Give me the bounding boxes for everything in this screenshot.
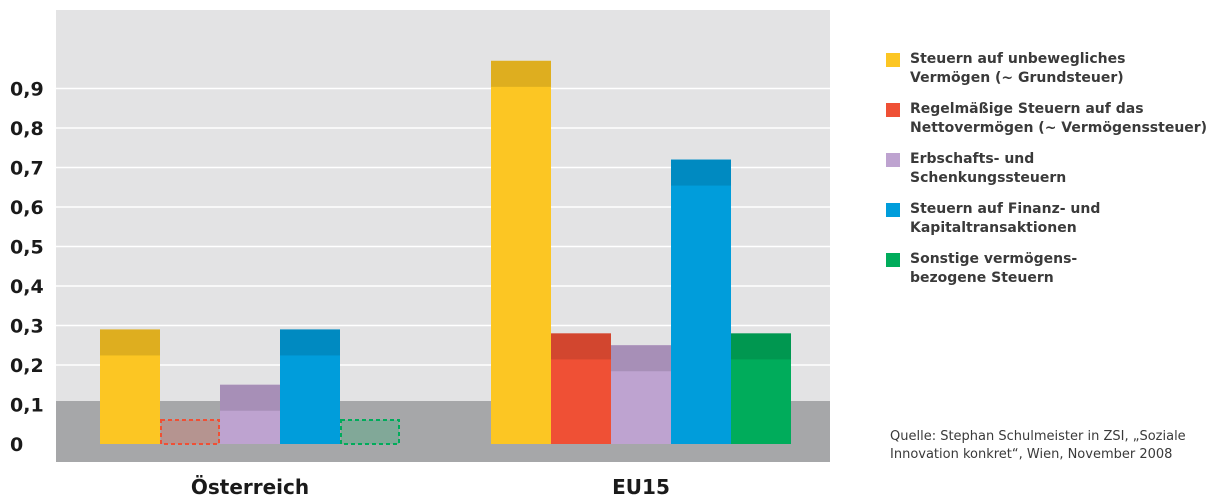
legend-label: Schenkungssteuern [910, 170, 1067, 186]
legend-item-vermoegenssteuer: Regelmäßige Steuern auf das Nettovermöge… [886, 100, 1226, 138]
bar-cap [611, 345, 671, 372]
source-note: Quelle: Stephan Schulmeister in ZSI, „So… [890, 428, 1186, 464]
legend-swatch [886, 203, 900, 217]
y-tick-label: 0,7 [10, 158, 44, 180]
legend-swatch [886, 153, 900, 167]
bar-chart: 0 0,1 0,2 0,3 0,4 0,5 0,6 0,7 0,8 0,9 Österreich E… [10, 10, 830, 499]
legend-label: Regelmäßige Steuern auf das [910, 101, 1144, 117]
bar-cap [491, 60, 551, 87]
bar-cap [731, 333, 791, 360]
legend-label: Steuern auf unbewegliches [910, 51, 1126, 67]
legend-item-finanztransaktionen: Steuern auf Finanz- und Kapitaltransakti… [886, 200, 1226, 238]
legend-swatch [886, 253, 900, 267]
legend-swatch [886, 53, 900, 67]
legend: Steuern auf unbewegliches Vermögen (~ Gr… [886, 50, 1226, 300]
x-category-label: EU15 [612, 475, 670, 499]
bar-cap [280, 329, 340, 356]
bar [671, 159, 731, 444]
bar-cap [100, 329, 160, 356]
bar-cap [671, 159, 731, 186]
bar-empty [340, 419, 400, 445]
legend-label: Kapitaltransaktionen [910, 220, 1077, 236]
legend-item-erbschaftssteuern: Erbschafts- und Schenkungssteuern [886, 150, 1226, 188]
y-tick-label: 0,9 [10, 79, 44, 101]
y-tick-label: 0,2 [10, 355, 44, 377]
bar-empty [160, 419, 220, 445]
x-category-label: Österreich [191, 475, 309, 499]
y-tick-label: 0,1 [10, 395, 44, 417]
bar-cap [551, 333, 611, 360]
legend-label: Vermögen (~ Grundsteuer) [910, 70, 1124, 86]
legend-swatch [886, 103, 900, 117]
bars [100, 60, 791, 445]
legend-label: bezogene Steuern [910, 270, 1054, 286]
legend-item-sonstige: Sonstige vermögens- bezogene Steuern [886, 250, 1226, 288]
y-tick-label: 0,6 [10, 197, 44, 219]
source-line: Quelle: Stephan Schulmeister in ZSI, „So… [890, 429, 1186, 444]
y-tick-label: 0,8 [10, 118, 44, 140]
y-tick-label: 0,5 [10, 237, 44, 259]
x-axis-labels: Österreich EU15 [191, 475, 670, 499]
y-tick-label: 0,4 [10, 276, 44, 298]
bar [491, 60, 551, 444]
y-tick-label: 0,3 [10, 316, 44, 338]
legend-label: Nettovermögen (~ Vermögenssteuer) [910, 120, 1208, 136]
source-line: Innovation konkret“, Wien, November 2008 [890, 447, 1173, 462]
bar-cap [220, 384, 280, 411]
legend-label: Sonstige vermögens- [910, 251, 1078, 267]
legend-label: Steuern auf Finanz- und [910, 201, 1101, 217]
legend-label: Erbschafts- und [910, 151, 1035, 167]
y-axis-ticks: 0 0,1 0,2 0,3 0,4 0,5 0,6 0,7 0,8 0,9 [10, 79, 44, 457]
y-tick-label: 0 [10, 434, 23, 456]
legend-item-grundsteuer: Steuern auf unbewegliches Vermögen (~ Gr… [886, 50, 1226, 88]
